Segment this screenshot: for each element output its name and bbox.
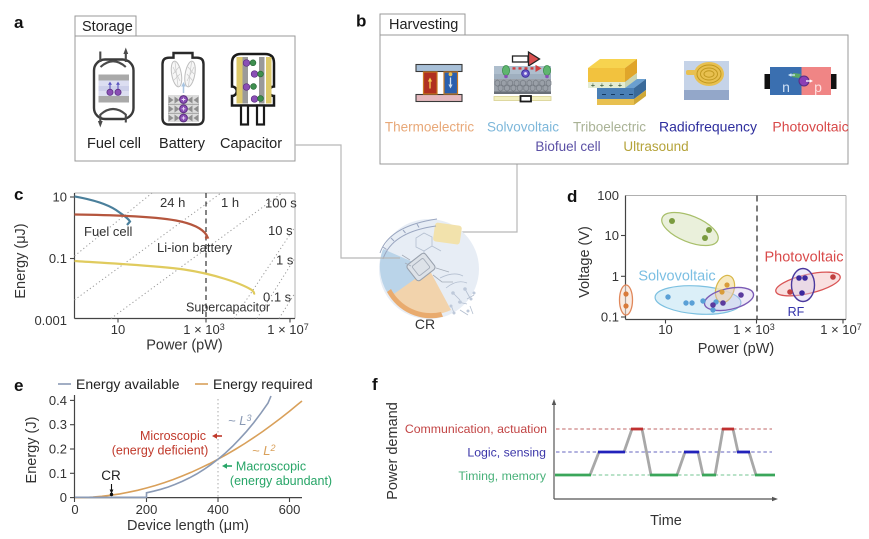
svg-text:1: 1 [612, 269, 619, 284]
svg-text:Harvesting: Harvesting [389, 17, 458, 33]
svg-text:Energy available: Energy available [76, 376, 180, 392]
svg-text:+: + [600, 81, 605, 90]
svg-text:1 h: 1 h [221, 195, 239, 210]
svg-text:0.1: 0.1 [601, 310, 619, 325]
svg-text:~ L3: ~ L3 [228, 413, 251, 428]
svg-text:Photovoltaic: Photovoltaic [772, 119, 848, 135]
svg-text:–: – [620, 90, 625, 99]
svg-text:200: 200 [136, 502, 158, 517]
svg-text:Thermoelectric: Thermoelectric [385, 120, 475, 135]
svg-text:10 s: 10 s [268, 223, 293, 238]
svg-text:Communication, actuation: Communication, actuation [405, 422, 547, 436]
svg-text:+: + [591, 81, 596, 90]
svg-text:~ L2: ~ L2 [252, 443, 275, 458]
svg-text:Capacitor: Capacitor [220, 136, 282, 152]
svg-text:Radiofrequency: Radiofrequency [659, 119, 757, 135]
svg-text:Photovoltaic: Photovoltaic [765, 250, 844, 266]
svg-text:24 h: 24 h [160, 195, 185, 210]
svg-text:Macroscopic: Macroscopic [236, 460, 306, 474]
svg-text:a: a [14, 13, 24, 32]
svg-text:Energy (J): Energy (J) [24, 417, 40, 484]
svg-text:e: e [14, 376, 23, 395]
svg-text:100: 100 [597, 188, 619, 203]
svg-text:Power (pW): Power (pW) [146, 338, 223, 354]
svg-text:p: p [814, 79, 822, 95]
svg-text:0.1: 0.1 [49, 466, 67, 481]
svg-text:–: – [629, 90, 634, 99]
svg-text:0: 0 [60, 490, 67, 505]
svg-text:1 × 107: 1 × 107 [267, 322, 309, 337]
svg-text:(energy deficient): (energy deficient) [112, 444, 209, 458]
svg-text:–: – [602, 90, 607, 99]
svg-text:1 × 107: 1 × 107 [820, 322, 862, 337]
svg-text:1 s: 1 s [276, 253, 294, 268]
svg-text:Triboelectric: Triboelectric [573, 120, 646, 135]
svg-text:400: 400 [207, 502, 229, 517]
svg-text:Logic, sensing: Logic, sensing [467, 446, 546, 460]
svg-text:0.3: 0.3 [49, 417, 67, 432]
svg-text:Ultrasound: Ultrasound [623, 139, 688, 154]
svg-text:0.1 s: 0.1 s [263, 290, 292, 305]
svg-text:Solvovoltaic: Solvovoltaic [638, 269, 715, 285]
svg-text:Microscopic: Microscopic [140, 429, 206, 443]
svg-text:10: 10 [605, 228, 619, 243]
svg-text:Energy required: Energy required [213, 376, 313, 392]
svg-text:Storage: Storage [82, 19, 133, 35]
svg-text:1 × 103: 1 × 103 [733, 322, 775, 337]
svg-text:+: + [609, 81, 614, 90]
svg-text:–: – [611, 90, 616, 99]
svg-text:c: c [14, 185, 23, 204]
svg-text:f: f [372, 375, 378, 394]
svg-text:n: n [782, 79, 790, 95]
svg-text:10: 10 [658, 322, 672, 337]
svg-text:Power (pW): Power (pW) [698, 341, 775, 357]
svg-text:Biofuel cell: Biofuel cell [535, 139, 600, 154]
svg-text:600: 600 [279, 502, 301, 517]
svg-text:0.4: 0.4 [49, 393, 67, 408]
svg-text:Supercapacitor: Supercapacitor [186, 301, 270, 315]
svg-text:Voltage (V): Voltage (V) [577, 226, 593, 298]
svg-text:Power demand: Power demand [385, 402, 401, 500]
svg-text:CR: CR [415, 316, 435, 332]
svg-text:Energy (μJ): Energy (μJ) [13, 223, 29, 298]
svg-text:100 s: 100 s [265, 196, 297, 211]
svg-text:d: d [567, 187, 577, 206]
svg-text:Li-ion battery: Li-ion battery [157, 240, 233, 255]
svg-text:0.001: 0.001 [34, 313, 67, 328]
svg-text:0.1: 0.1 [49, 251, 67, 266]
svg-text:Solvovoltaic: Solvovoltaic [487, 120, 559, 135]
svg-text:10: 10 [53, 190, 67, 205]
svg-text:RF: RF [788, 305, 805, 319]
svg-text:b: b [356, 12, 366, 31]
svg-text:CR: CR [101, 468, 121, 483]
svg-text:(energy abundant): (energy abundant) [230, 474, 332, 488]
svg-text:Battery: Battery [159, 136, 206, 152]
svg-text:+: + [618, 81, 623, 90]
svg-text:0.2: 0.2 [49, 442, 67, 457]
svg-text:10: 10 [111, 322, 125, 337]
svg-text:0: 0 [71, 502, 78, 517]
svg-text:Time: Time [650, 513, 682, 529]
svg-text:Fuel cell: Fuel cell [84, 224, 133, 239]
svg-text:Timing, memory: Timing, memory [458, 469, 547, 483]
svg-text:1 × 103: 1 × 103 [183, 322, 225, 337]
svg-text:Device length (μm): Device length (μm) [127, 518, 249, 534]
svg-text:Fuel cell: Fuel cell [87, 136, 141, 152]
